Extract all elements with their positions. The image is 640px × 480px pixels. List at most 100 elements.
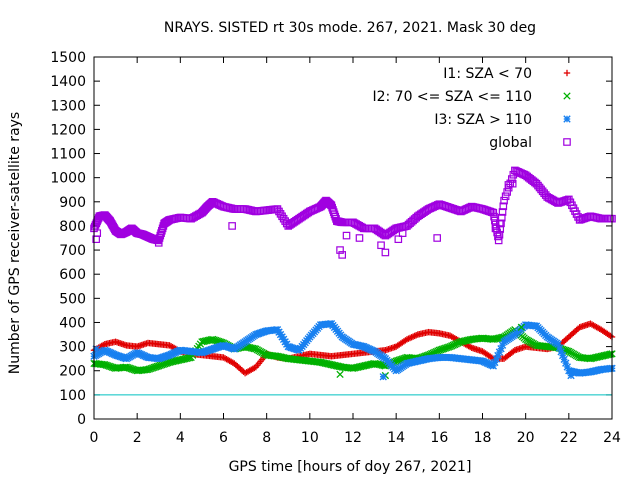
- data-point-interp: [606, 350, 615, 358]
- legend-label: I2: 70 <= SZA <= 110: [372, 89, 532, 105]
- marker-stroke: [562, 346, 570, 355]
- data-point-interp: [498, 208, 507, 216]
- marker-stroke: [102, 361, 110, 369]
- marker-stroke: [433, 234, 441, 242]
- outlier-point: [338, 251, 347, 259]
- marker-stroke: [501, 192, 510, 201]
- marker-stroke: [490, 212, 498, 221]
- marker-stroke: [377, 241, 385, 250]
- plot-border: [93, 56, 613, 420]
- y-tick-label: 1100: [50, 147, 86, 163]
- marker-stroke: [215, 337, 223, 346]
- series-3: [90, 319, 616, 377]
- marker-stroke: [210, 336, 218, 344]
- y-tick-label: 1200: [50, 122, 86, 138]
- marker-stroke: [342, 231, 351, 240]
- y-tick-label: 1500: [50, 50, 86, 66]
- marker-stroke: [104, 362, 112, 370]
- marker-stroke: [209, 335, 217, 344]
- y-tick-label: 400: [59, 315, 86, 331]
- data-point: [500, 196, 508, 205]
- outlier-point: [504, 181, 513, 189]
- data-point-interp: [503, 188, 511, 196]
- x-tick-label: 0: [90, 430, 99, 446]
- marker-stroke: [125, 364, 134, 372]
- outlier-point: [394, 235, 403, 244]
- outlier-point: [154, 239, 163, 247]
- y-tick-label: 1000: [50, 171, 86, 187]
- marker-stroke: [124, 363, 132, 372]
- outlier-point: [495, 219, 504, 228]
- series-group: [90, 166, 616, 381]
- outlier-point: [491, 224, 500, 233]
- marker-stroke: [228, 222, 236, 230]
- marker-stroke: [560, 355, 568, 364]
- data-point: [494, 236, 503, 245]
- legend-marker: [563, 138, 571, 146]
- marker-stroke: [379, 373, 387, 381]
- x-tick-label: 2: [133, 430, 142, 446]
- marker-stroke: [156, 231, 165, 240]
- marker-stroke: [562, 359, 570, 367]
- x-tick-label: 8: [262, 430, 271, 446]
- marker-stroke: [517, 323, 526, 331]
- marker-stroke: [563, 92, 571, 100]
- marker-stroke: [154, 239, 163, 247]
- data-point: [489, 208, 498, 217]
- data-point-interp: [501, 192, 510, 201]
- marker-stroke: [250, 345, 258, 353]
- y-tick-label: 100: [59, 388, 86, 404]
- y-tick-label: 900: [59, 195, 86, 211]
- y-tick-label: 800: [59, 219, 86, 235]
- x-axis-label: GPS time [hours of doy 267, 2021]: [229, 459, 472, 475]
- outlier-point: [355, 234, 364, 242]
- outlier-point: [379, 373, 387, 381]
- marker-stroke: [381, 248, 390, 257]
- marker-stroke: [105, 362, 114, 370]
- outlier-point: [336, 246, 344, 254]
- marker-stroke: [554, 340, 562, 348]
- marker-stroke: [157, 229, 165, 237]
- marker-stroke: [338, 251, 347, 259]
- marker-stroke: [398, 229, 407, 237]
- outlier-point: [228, 222, 236, 230]
- x-tick-label: 20: [517, 430, 535, 446]
- x-tick-label: 16: [430, 430, 448, 446]
- marker-stroke: [355, 234, 364, 242]
- data-point-interp: [157, 229, 165, 237]
- marker-stroke: [494, 236, 503, 245]
- x-tick-label: 24: [603, 430, 621, 446]
- marker-stroke: [504, 181, 513, 189]
- y-tick-label: 300: [59, 340, 86, 356]
- axes-group: 0100200300400500600700800900100011001200…: [50, 50, 621, 446]
- marker-stroke: [101, 361, 109, 369]
- marker-stroke: [563, 138, 571, 146]
- marker-stroke: [213, 337, 221, 345]
- marker-stroke: [127, 365, 135, 373]
- marker-stroke: [567, 371, 575, 380]
- x-tick-label: 10: [301, 430, 319, 446]
- marker-stroke: [557, 348, 565, 356]
- marker-stroke: [336, 370, 344, 379]
- marker-stroke: [212, 336, 220, 345]
- x-tick-label: 18: [474, 430, 492, 446]
- marker-stroke: [494, 232, 502, 241]
- marker-stroke: [158, 226, 166, 235]
- outlier-point: [517, 323, 526, 331]
- marker-stroke: [498, 208, 507, 216]
- data-point-interp: [496, 225, 505, 233]
- data-point-interp: [490, 212, 498, 221]
- x-tick-label: 6: [219, 430, 228, 446]
- marker-stroke: [499, 202, 508, 211]
- outlier-point: [336, 370, 344, 379]
- series-1: [90, 320, 616, 377]
- marker-stroke: [606, 350, 615, 358]
- legend-marker: [563, 92, 571, 100]
- marker-stroke: [500, 196, 508, 205]
- marker-stroke: [503, 188, 511, 196]
- marker-stroke: [563, 363, 571, 371]
- outlier-point: [342, 231, 351, 240]
- outlier-point: [433, 234, 441, 242]
